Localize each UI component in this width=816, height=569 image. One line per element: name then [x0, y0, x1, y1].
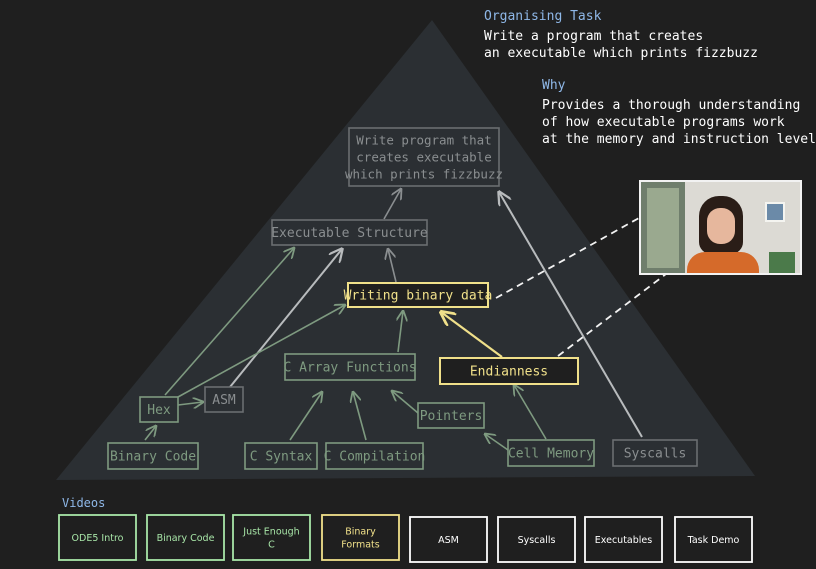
- node-label-bincode: Binary Code: [110, 450, 196, 465]
- video-card[interactable]: Task Demo: [674, 516, 753, 563]
- video-card-label: Task Demo: [687, 535, 740, 546]
- node-box-wbd: [347, 282, 489, 308]
- organising-task-text: Write a program that creates an executab…: [484, 29, 758, 61]
- video-card[interactable]: Executables: [584, 516, 663, 563]
- node-box-exec: [271, 219, 428, 246]
- presenter-video[interactable]: [639, 180, 802, 275]
- video-card-label: Binary: [345, 527, 376, 538]
- callout-line-wbd: [495, 217, 640, 299]
- node-box-hex: [139, 396, 179, 423]
- node-ccomp: C Compilation: [324, 442, 426, 470]
- why-text: Provides a thorough understanding of how…: [542, 98, 816, 147]
- arrow-syscalls-to-top: [499, 192, 643, 438]
- presenter-face: [707, 208, 735, 244]
- video-card-label: Just Enough: [242, 527, 299, 538]
- videos-label: Videos: [62, 496, 105, 510]
- arrow-wbd-to-exec: [388, 249, 397, 283]
- node-syscalls: Syscalls: [612, 439, 698, 467]
- node-label-top: which prints fizzbuzz: [345, 167, 503, 182]
- node-box-carr: [284, 353, 416, 381]
- node-label-ccomp: C Compilation: [324, 450, 426, 465]
- arrow-cellmem-to-ptr: [485, 434, 509, 451]
- video-card-box[interactable]: [58, 514, 137, 561]
- video-card[interactable]: Binary Formats: [321, 514, 400, 561]
- dependency-arrows: [144, 189, 643, 451]
- node-box-bincode: [107, 442, 199, 470]
- arrow-cellmem-to-endian: [514, 385, 547, 440]
- node-cellmem: Cell Memory: [507, 439, 595, 467]
- node-label-ptr: Pointers: [420, 409, 483, 424]
- node-box-top: [348, 127, 500, 187]
- node-label-csyn: C Syntax: [250, 450, 313, 465]
- video-card[interactable]: Just Enough C: [232, 514, 311, 561]
- arrow-hex-to-wbd: [177, 305, 345, 398]
- arrow-bincode-to-hex: [144, 426, 156, 441]
- node-top: Write program that creates executable whic…: [345, 127, 503, 187]
- video-wall-picture: [765, 202, 785, 222]
- node-endian: Endianness: [439, 357, 579, 385]
- node-label-syscalls: Syscalls: [624, 447, 687, 462]
- node-box-endian: [439, 357, 579, 385]
- node-hex: Hex: [139, 396, 179, 423]
- node-label-top: Write program that: [356, 133, 491, 148]
- video-card[interactable]: Syscalls: [497, 516, 576, 563]
- node-csyn: C Syntax: [244, 442, 318, 470]
- node-box-csyn: [244, 442, 318, 470]
- video-window-pane: [647, 188, 679, 268]
- node-box-ccomp: [325, 442, 424, 470]
- node-label-cellmem: Cell Memory: [508, 447, 594, 462]
- node-carr: C Array Functions: [283, 353, 417, 381]
- node-label-endian: Endianness: [470, 365, 548, 380]
- arrow-endian-to-wbd: [441, 312, 503, 358]
- node-bincode: Binary Code: [107, 442, 199, 470]
- video-card-box[interactable]: [409, 516, 488, 563]
- arrow-hex-to-asm: [177, 402, 203, 405]
- video-card-box[interactable]: [232, 514, 311, 561]
- video-card-label: C: [268, 540, 275, 551]
- arrow-ccomp-to-carr: [353, 392, 367, 441]
- video-card-label: ODE5 Intro: [72, 533, 124, 544]
- arrow-exec-to-top: [383, 189, 401, 220]
- organising-task-heading: Organising Task: [484, 9, 602, 24]
- video-card-box[interactable]: [146, 514, 225, 561]
- node-label-hex: Hex: [147, 403, 171, 418]
- node-box-asm: [204, 386, 244, 413]
- node-wbd: Writing binary data: [344, 282, 493, 308]
- node-label-carr: C Array Functions: [283, 361, 416, 376]
- node-box-ptr: [417, 402, 485, 429]
- video-plant: [769, 252, 795, 273]
- video-card-box[interactable]: [674, 516, 753, 563]
- node-box-cellmem: [507, 439, 595, 467]
- node-label-top: creates executable: [356, 150, 491, 165]
- video-card-box[interactable]: [321, 514, 400, 561]
- arrow-carr-to-wbd: [398, 311, 403, 353]
- node-box-syscalls: [612, 439, 698, 467]
- node-label-exec: Executable Structure: [271, 226, 428, 241]
- arrow-hex-to-exec: [164, 248, 294, 396]
- video-card-label: Executables: [595, 535, 652, 546]
- organising-task-panel: Organising Task Write a program that cre…: [484, 9, 758, 62]
- node-label-asm: ASM: [212, 393, 236, 408]
- pyramid-background: [56, 20, 755, 480]
- arrow-ptr-to-carr: [392, 391, 419, 414]
- arrow-csyn-to-carr: [289, 392, 322, 441]
- why-panel: Why Provides a thorough understanding of…: [542, 78, 816, 148]
- video-card-label: Binary Code: [157, 533, 215, 544]
- arrow-asm-to-exec: [229, 249, 342, 388]
- video-card-label: Syscalls: [518, 535, 556, 546]
- video-card[interactable]: ODE5 Intro: [58, 514, 137, 561]
- video-card[interactable]: Binary Code: [146, 514, 225, 561]
- video-card-box[interactable]: [497, 516, 576, 563]
- video-card-label: ASM: [438, 535, 459, 546]
- node-ptr: Pointers: [417, 402, 485, 429]
- presenter-shirt: [687, 252, 759, 273]
- video-card[interactable]: ASM: [409, 516, 488, 563]
- node-exec: Executable Structure: [271, 219, 428, 246]
- why-heading: Why: [542, 78, 566, 93]
- node-label-wbd: Writing binary data: [344, 289, 493, 304]
- node-asm: ASM: [204, 386, 244, 413]
- video-card-box[interactable]: [584, 516, 663, 563]
- video-card-label: Formats: [341, 540, 379, 551]
